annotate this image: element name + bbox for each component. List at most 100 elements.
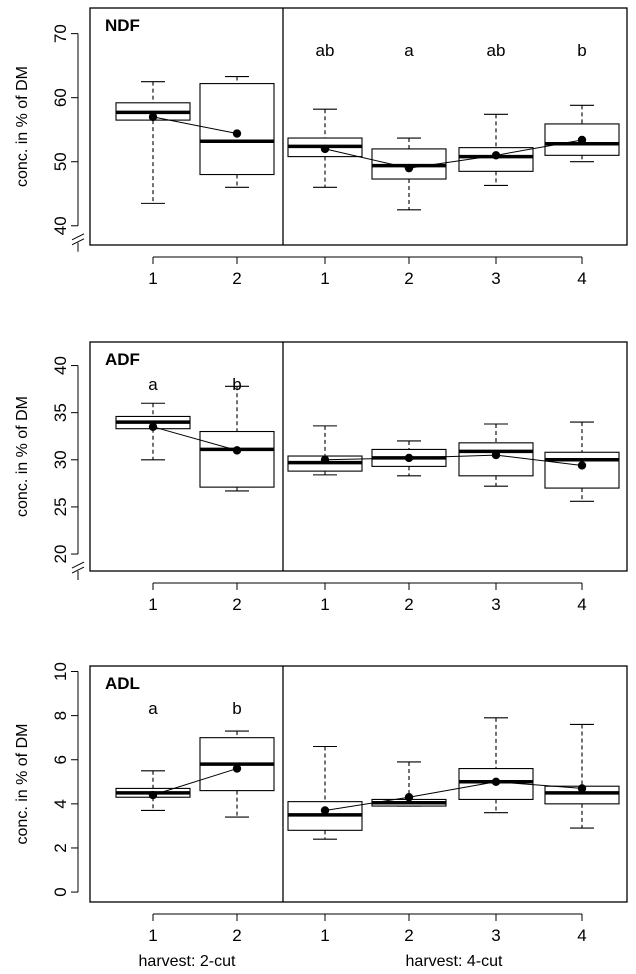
box-2cut-2	[199, 730, 275, 818]
x-tick-label: 1	[320, 269, 329, 288]
x-tick-label: 2	[404, 269, 413, 288]
significance-letter: b	[577, 41, 586, 60]
panel-title: ADF	[105, 350, 140, 369]
mean-point	[491, 450, 501, 460]
x-axis: 1 2 1 2 3 4	[148, 256, 587, 288]
y-tick-label: 70	[51, 24, 70, 43]
mean-line	[152, 116, 238, 135]
y-tick-label: 35	[51, 403, 70, 422]
box-4cut-1	[287, 745, 363, 840]
y-tick-label: 10	[51, 662, 70, 681]
mean-point	[320, 806, 330, 815]
y-tick-label: 30	[51, 450, 70, 469]
significance-letter: a	[148, 375, 158, 394]
mean-series	[320, 135, 587, 173]
mean-point	[577, 135, 587, 145]
x-tick-label: 4	[577, 269, 586, 288]
x-tick-label: 3	[491, 595, 500, 614]
y-tick-label: 60	[51, 88, 70, 107]
iqr-box	[199, 430, 275, 488]
y-tick-label: 50	[51, 152, 70, 171]
x-axis: 1 2 1 2 3 4	[148, 913, 587, 945]
x-tick-label: 4	[577, 595, 586, 614]
mean-point	[491, 777, 501, 786]
x-tick-label: 1	[320, 595, 329, 614]
mean-line	[152, 426, 238, 451]
mean-point	[232, 764, 242, 773]
x-tick-label: 2	[232, 269, 241, 288]
axis-break-mark	[71, 233, 85, 241]
mean-point	[404, 793, 414, 802]
x-tick-label: 4	[577, 926, 586, 945]
mean-series	[148, 112, 242, 138]
box-2cut-1	[115, 81, 191, 204]
panel-title: NDF	[105, 16, 140, 35]
axis-break-mark	[71, 238, 85, 246]
plot-frame	[89, 341, 628, 572]
y-tick-label: 6	[51, 755, 70, 764]
plot-frame	[89, 665, 628, 903]
plot-frame	[89, 7, 628, 246]
box-2cut-1	[115, 402, 191, 461]
mean-point	[148, 422, 158, 432]
y-tick-label: 4	[51, 799, 70, 808]
y-tick-label: 20	[51, 545, 70, 564]
mean-point	[404, 163, 414, 173]
y-tick-label: 40	[51, 356, 70, 375]
y-axis: 20 25 30 35 40	[51, 356, 85, 581]
box-4cut-1	[287, 425, 363, 476]
y-tick-label: 0	[51, 887, 70, 896]
mean-point	[320, 144, 330, 154]
x-group-label-4cut: harvest: 4-cut	[406, 953, 503, 970]
box-4cut-3	[458, 423, 534, 487]
y-axis-label: conc. in % of DM	[14, 66, 31, 187]
y-tick-label: 2	[51, 843, 70, 852]
x-tick-label: 2	[404, 926, 413, 945]
significance-letter: ab	[316, 41, 335, 60]
box-4cut-4	[544, 723, 620, 829]
x-tick-label: 1	[148, 595, 157, 614]
box-4cut-4	[544, 104, 620, 163]
x-group-labels: harvest: 2-cut harvest: 4-cut	[139, 953, 503, 970]
iqr-box	[458, 442, 534, 477]
y-tick-label: 25	[51, 497, 70, 516]
box-4cut-2	[371, 137, 447, 211]
iqr-box	[199, 83, 275, 176]
mean-point	[577, 784, 587, 793]
axis-break-mark	[71, 561, 85, 569]
box-2cut-1	[115, 770, 191, 812]
y-axis-label: conc. in % of DM	[14, 396, 31, 517]
mean-point	[404, 453, 414, 463]
panel-adf: 20 25 30 35 40 conc. in % of DM ADF 1 2 1 2 3 4 a b	[14, 341, 628, 614]
panel-adl: 0 2 4 6 8 10 conc. in % of DM ADL 1 2 1 2 3 4 a b	[14, 662, 628, 945]
iqr-box	[544, 451, 620, 489]
significance-letter: a	[404, 41, 414, 60]
mean-point	[577, 461, 587, 470]
box-4cut-3	[458, 113, 534, 186]
mean-point	[232, 129, 242, 138]
box-4cut-3	[458, 717, 534, 814]
panel-ndf: 40 50 60 70 conc. in % of DM NDF 1 2 1 2 3 4 ab a ab b	[14, 7, 628, 288]
y-tick-label: 8	[51, 711, 70, 720]
mean-point	[148, 790, 158, 800]
mean-point	[491, 151, 501, 160]
x-tick-label: 3	[491, 926, 500, 945]
x-tick-label: 2	[232, 926, 241, 945]
significance-letter: b	[232, 699, 241, 718]
significance-letter: ab	[487, 41, 506, 60]
mean-line	[152, 768, 238, 796]
y-axis: 40 50 60 70	[51, 24, 85, 252]
x-tick-label: 1	[148, 926, 157, 945]
box-2cut-2	[199, 385, 275, 492]
mean-line	[324, 454, 583, 466]
mean-series	[148, 422, 242, 455]
x-tick-label: 1	[148, 269, 157, 288]
mean-line	[324, 781, 583, 811]
mean-series	[148, 764, 242, 800]
mean-line	[324, 139, 583, 169]
x-tick-label: 2	[232, 595, 241, 614]
significance-letter: a	[148, 699, 158, 718]
y-tick-label: 40	[51, 216, 70, 235]
mean-series	[320, 450, 587, 470]
